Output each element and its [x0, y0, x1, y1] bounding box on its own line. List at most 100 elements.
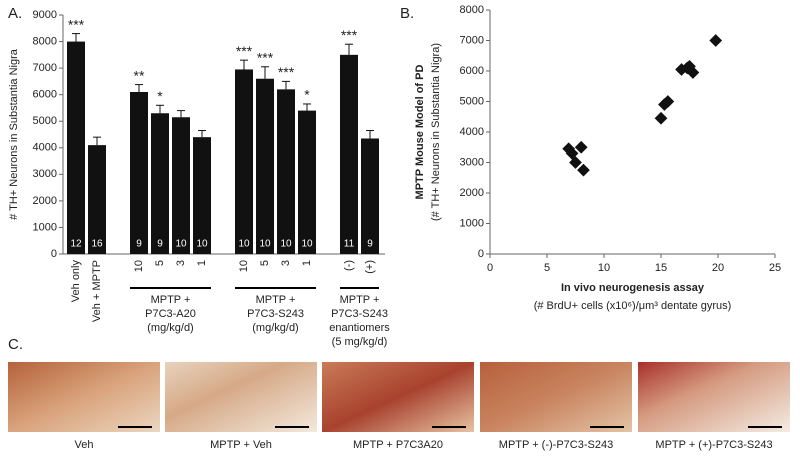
- point: [709, 34, 723, 47]
- x-tick-label: 25: [769, 262, 781, 274]
- n-label: 10: [238, 239, 250, 250]
- x-tick-label: 5: [544, 262, 550, 274]
- significance: **: [134, 67, 145, 83]
- y-tick-label: 4000: [33, 142, 57, 154]
- n-label: 16: [91, 239, 103, 250]
- y-tick-label: 3000: [33, 168, 57, 180]
- n-label: 11: [344, 239, 355, 250]
- bar: [193, 137, 211, 254]
- x-tick-label: 1: [196, 260, 208, 266]
- significance: *: [157, 88, 163, 104]
- y-tick-label: 8000: [460, 4, 484, 16]
- group-label: MPTP +: [256, 294, 296, 306]
- y-tick-label: 0: [478, 248, 484, 260]
- x-tick-label: 15: [655, 262, 667, 274]
- bar: [340, 54, 358, 255]
- micrograph: [8, 362, 160, 432]
- group-label: (mg/kg/d): [252, 322, 298, 334]
- y-tick-label: 9000: [33, 9, 57, 21]
- y-tick-label: 2000: [460, 187, 484, 199]
- bar: [67, 41, 85, 254]
- y-tick-label: 5000: [33, 115, 57, 127]
- group-label: P7C3-S243: [331, 308, 388, 320]
- bar: [256, 78, 274, 254]
- x-tick-label: 20: [712, 262, 724, 274]
- n-label: 10: [301, 239, 313, 250]
- y-tick-label: 7000: [460, 34, 484, 46]
- significance: ***: [257, 49, 274, 65]
- bar: [361, 138, 379, 254]
- y-tick-label: 3000: [460, 156, 484, 168]
- bar: [88, 145, 106, 254]
- bar: [172, 117, 190, 254]
- y-tick-label: 6000: [33, 89, 57, 101]
- panel-label: B.: [400, 5, 414, 22]
- caption: MPTP + (+)-P7C3-S243: [655, 439, 772, 451]
- y-tick-label: 7000: [33, 62, 57, 74]
- y-tick-label: 0: [51, 248, 57, 260]
- bar: [298, 110, 316, 254]
- group-label: P7C3-S243: [247, 308, 304, 320]
- bar: [130, 92, 148, 254]
- n-label: 10: [280, 239, 292, 250]
- micrograph: [638, 362, 790, 432]
- point: [577, 163, 590, 177]
- x-tick-label: 3: [280, 260, 292, 266]
- group-label: (5 mg/kg/d): [332, 336, 388, 348]
- micrograph: [480, 362, 632, 432]
- significance: ***: [68, 16, 85, 32]
- caption: MPTP + P7C3A20: [353, 439, 443, 451]
- n-label: 9: [367, 239, 373, 250]
- n-label: 10: [196, 239, 208, 250]
- y-tick-label: 6000: [460, 65, 484, 77]
- y-tick-label: 5000: [460, 95, 484, 107]
- group-label: enantiomers: [329, 322, 390, 334]
- y-tick-label: 1000: [460, 217, 484, 229]
- caption: MPTP + (-)-P7C3-S243: [499, 439, 613, 451]
- n-label: 10: [175, 239, 187, 250]
- x-tick-label: (+): [364, 260, 376, 274]
- x-tick-label: 3: [175, 260, 187, 266]
- n-label: 12: [70, 239, 82, 250]
- significance: ***: [278, 64, 295, 80]
- x-tick-label: 5: [259, 260, 271, 266]
- x-tick-label: 1: [301, 260, 313, 266]
- significance: *: [304, 87, 310, 103]
- bar: [277, 89, 295, 254]
- caption: MPTP + Veh: [210, 439, 272, 451]
- significance: ***: [236, 43, 253, 59]
- y-tick-label: 1000: [33, 221, 57, 233]
- x-tick-label: 5: [154, 260, 166, 266]
- micrograph: [322, 362, 474, 432]
- x-tick-label: 0: [487, 262, 493, 274]
- n-label: 10: [259, 239, 271, 250]
- bar: [235, 69, 253, 254]
- x-tick-label: (-): [343, 260, 355, 271]
- group-label: (mg/kg/d): [147, 322, 193, 334]
- micrograph: [165, 362, 317, 432]
- n-label: 9: [136, 239, 142, 250]
- x-tick-label: 10: [598, 262, 610, 274]
- x-tick-label: Veh + MPTP: [91, 260, 103, 322]
- caption: Veh: [75, 439, 94, 451]
- panel-label: A.: [8, 5, 22, 22]
- y-tick-label: 4000: [460, 126, 484, 138]
- significance: ***: [341, 27, 358, 43]
- y-axis-title: MPTP Mouse Model of PD: [414, 65, 426, 200]
- x-axis-title: In vivo neurogenesis assay: [561, 282, 705, 294]
- group-label: MPTP +: [151, 294, 191, 306]
- point: [654, 111, 668, 125]
- y-tick-label: 2000: [33, 195, 57, 207]
- group-label: MPTP +: [340, 294, 380, 306]
- n-label: 9: [157, 239, 163, 250]
- panel-label: C.: [8, 336, 23, 353]
- x-tick-label: 10: [238, 260, 250, 272]
- y-axis-label: # TH+ Neurons in Substantia Nigra: [8, 48, 20, 220]
- x-axis-subtitle: (# BrdU+ cells (x10⁶)/μm³ dentate gyrus): [534, 300, 732, 312]
- micrographs: [8, 362, 790, 432]
- group-label: P7C3-A20: [145, 308, 196, 320]
- bar: [151, 113, 169, 254]
- x-tick-label: 10: [133, 260, 145, 272]
- y-tick-label: 8000: [33, 35, 57, 47]
